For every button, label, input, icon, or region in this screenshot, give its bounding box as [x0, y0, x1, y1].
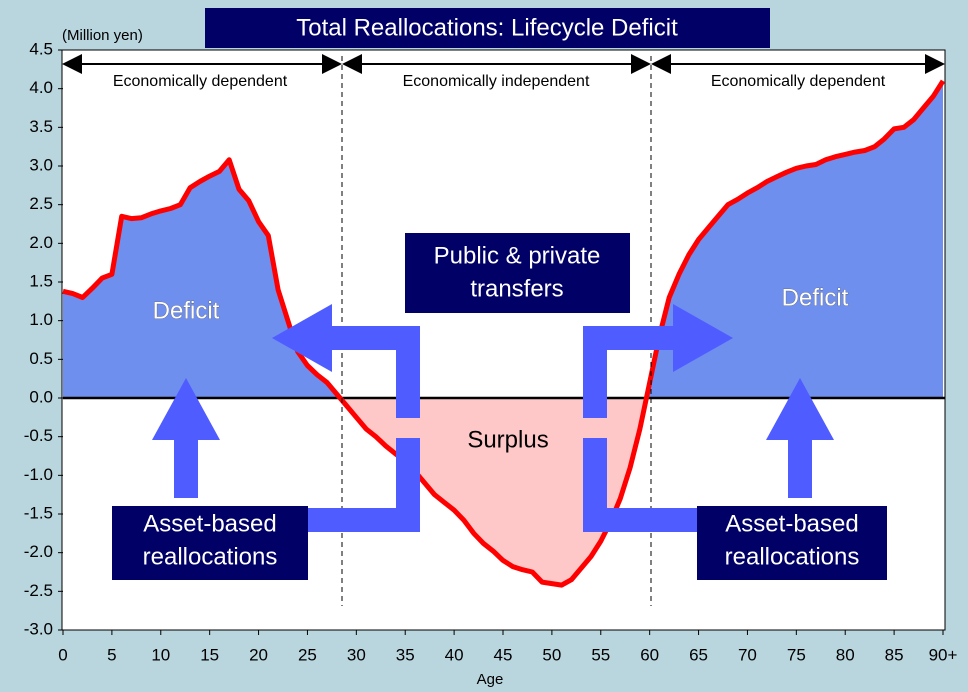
- line: [62, 79, 946, 588]
- annotation: Public & private: [434, 242, 601, 269]
- y-tick-label: 0.0: [29, 387, 53, 406]
- y-tick-label: 2.0: [29, 233, 53, 252]
- annotation: Asset-based: [143, 510, 276, 537]
- area-positive: [63, 80, 943, 398]
- annotation: reallocations: [143, 543, 278, 570]
- x-tick-label: 30: [347, 645, 366, 664]
- y-tick-label: 3.0: [29, 155, 53, 174]
- y-tick-label: -2.5: [24, 581, 53, 600]
- x-tick-label: 25: [298, 645, 317, 664]
- x-tick-label: 90+: [929, 645, 958, 664]
- x-tick-label: 60: [640, 645, 659, 664]
- region-label: Economically dependent: [711, 73, 886, 90]
- x-tick-label: 50: [542, 645, 561, 664]
- y-tick-label: 3.5: [29, 117, 53, 136]
- flow-arrows: [152, 304, 834, 532]
- area-negative: [63, 398, 943, 586]
- x-tick-label: 65: [689, 645, 708, 664]
- y-tick-label: -0.5: [24, 426, 53, 445]
- annotation: transfers: [470, 275, 563, 302]
- x-tick-label: 80: [836, 645, 855, 664]
- annotation-box: [697, 506, 887, 580]
- y-tick-label: 4.5: [29, 39, 53, 58]
- y-tick-label: 0.5: [29, 349, 53, 368]
- x-tick-label: 40: [445, 645, 464, 664]
- y-tick-label: 4.0: [29, 78, 53, 97]
- x-tick-label: 0: [58, 645, 67, 664]
- y-tick-label: 1.5: [29, 271, 53, 290]
- x-tick-label: 35: [396, 645, 415, 664]
- x-tick-label: 70: [738, 645, 757, 664]
- annotation: Deficit: [153, 297, 220, 324]
- y-tick-label: 2.5: [29, 194, 53, 213]
- region-label: Economically dependent: [113, 73, 288, 90]
- annotation-box: [112, 506, 308, 580]
- y-tick-label: -2.0: [24, 542, 53, 561]
- region-label: Economically independent: [403, 73, 590, 90]
- title-box: [205, 8, 770, 48]
- x-tick-label: 85: [885, 645, 904, 664]
- y-unit: (Million yen): [62, 27, 143, 44]
- x-tick-label: 10: [151, 645, 170, 664]
- annotation: Asset-based: [725, 510, 858, 537]
- y-tick-label: -1.0: [24, 465, 53, 484]
- annotation: reallocations: [725, 543, 860, 570]
- x-tick-label: 5: [107, 645, 116, 664]
- x-tick-label: 20: [249, 645, 268, 664]
- annotation-box: [405, 233, 630, 313]
- y-tick-label: -3.0: [24, 619, 53, 638]
- annotation: Surplus: [467, 426, 548, 453]
- x-tick-label: 55: [591, 645, 610, 664]
- annotation: Deficit: [782, 284, 849, 311]
- x-axis-label: Age: [477, 671, 504, 688]
- x-tick-label: 75: [787, 645, 806, 664]
- x-tick-label: 15: [200, 645, 219, 664]
- y-tick-label: -1.5: [24, 503, 53, 522]
- chart-title: Total Reallocations: Lifecycle Deficit: [296, 14, 678, 41]
- x-tick-label: 45: [494, 645, 513, 664]
- y-tick-label: 1.0: [29, 310, 53, 329]
